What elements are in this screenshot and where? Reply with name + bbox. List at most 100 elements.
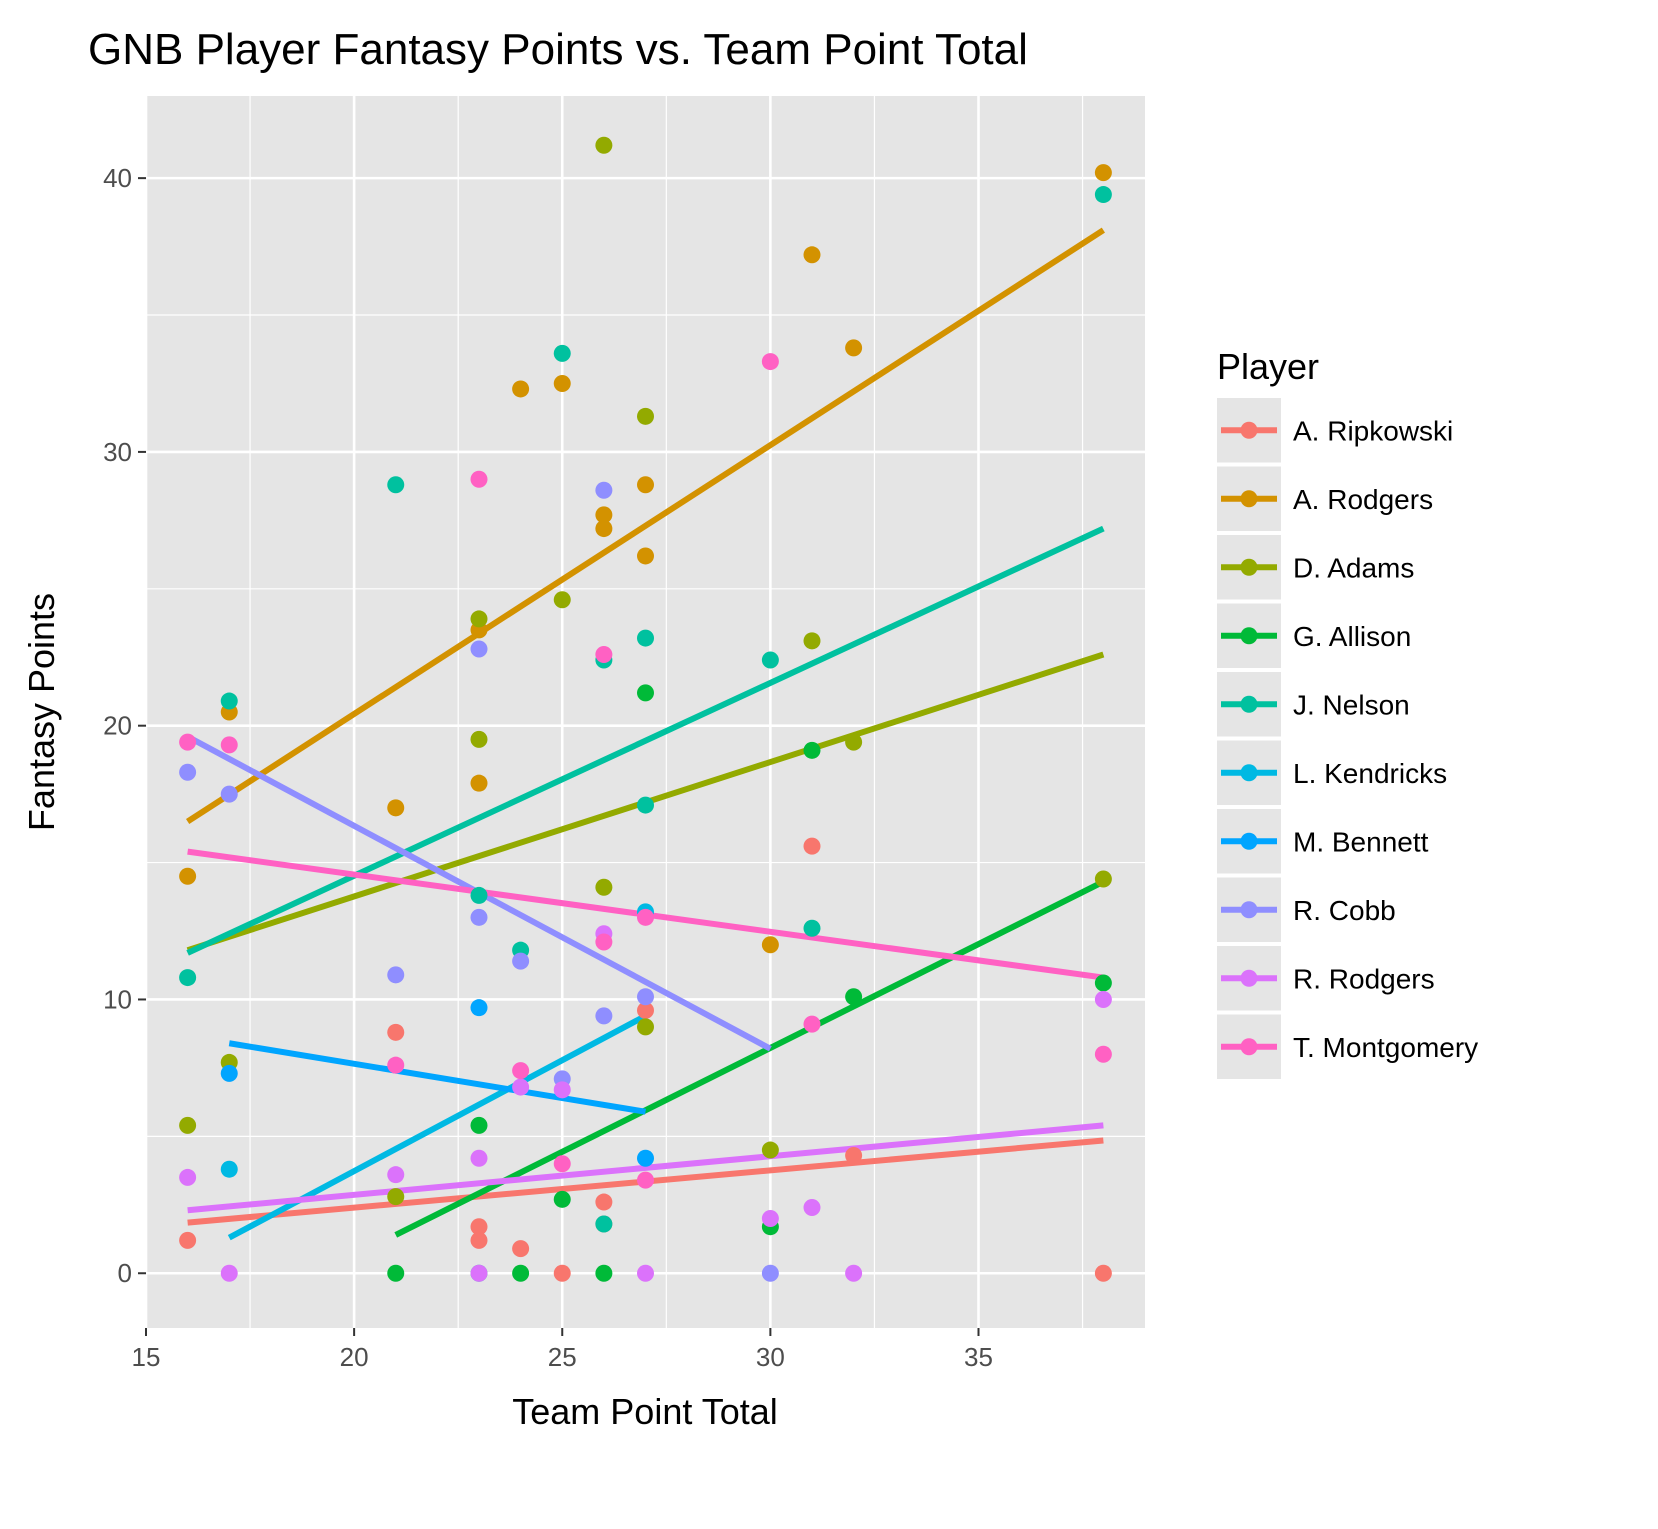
y-tick-label: 10 [103, 984, 132, 1014]
data-point [387, 1188, 405, 1206]
data-point [1094, 1045, 1112, 1063]
data-point [595, 481, 613, 499]
data-point [761, 353, 779, 371]
data-point [595, 506, 613, 524]
data-point [553, 1190, 571, 1208]
data-point [553, 1081, 571, 1099]
data-point [179, 1231, 197, 1249]
data-point [595, 646, 613, 664]
data-point [637, 547, 654, 565]
major-gridlines [144, 96, 1145, 1328]
data-point [845, 733, 863, 751]
trend-line [185, 227, 1106, 825]
data-point [470, 1116, 488, 1134]
data-point [470, 1231, 488, 1249]
data-point [470, 730, 488, 748]
data-point [179, 867, 197, 885]
data-point [470, 640, 488, 658]
data-point [387, 1264, 405, 1282]
y-tick-label: 30 [103, 437, 132, 467]
legend-key-point [1240, 695, 1258, 713]
data-point [1094, 186, 1112, 204]
data-point [470, 999, 488, 1017]
trend-line [228, 1040, 646, 1115]
y-tick-label: 40 [103, 163, 132, 193]
data-point [637, 476, 654, 494]
data-point [179, 1168, 197, 1186]
data-point [1094, 870, 1112, 888]
data-point [595, 1193, 613, 1211]
legend-label: R. Rodgers [1293, 963, 1435, 994]
legend-key-point [1240, 1038, 1258, 1056]
legend-key-point [1240, 764, 1258, 782]
data-point [803, 741, 821, 759]
x-tick-label: 20 [340, 1342, 369, 1372]
data-point [595, 520, 613, 538]
data-point [595, 136, 613, 154]
data-point [387, 1166, 405, 1184]
data-point [470, 470, 488, 488]
x-tick-label: 25 [548, 1342, 577, 1372]
data-point [179, 1116, 197, 1134]
legend-label: G. Allison [1293, 621, 1411, 652]
data-point [595, 1264, 613, 1282]
data-point [553, 591, 571, 609]
data-point [512, 1062, 530, 1080]
data-point [470, 886, 488, 904]
data-point [470, 908, 488, 926]
data-point [637, 1018, 654, 1036]
data-point [387, 1023, 405, 1041]
data-point [637, 1001, 654, 1019]
legend-label: L. Kendricks [1293, 758, 1447, 789]
y-tick-label: 20 [103, 711, 132, 741]
data-point [1094, 1264, 1112, 1282]
trend-line [186, 525, 1105, 956]
data-point [220, 1064, 238, 1082]
data-point [637, 1264, 654, 1282]
data-point [470, 1149, 488, 1167]
data-point [761, 651, 779, 669]
x-tick-label: 15 [132, 1342, 161, 1372]
plot-panel [146, 96, 1145, 1328]
trend-line [394, 879, 1105, 1238]
data-point [512, 1240, 530, 1258]
x-tick-label: 30 [756, 1342, 785, 1372]
data-point [595, 878, 613, 896]
legend: Player A. Ripkowski A. Rodgers D. Adams G. … [1217, 346, 1478, 1079]
legend-label: R. Cobb [1293, 895, 1396, 926]
data-point [512, 952, 530, 970]
data-point [637, 684, 654, 702]
data-point [512, 380, 530, 398]
legend-key-point [1240, 832, 1258, 850]
x-axis: 15 20 25 30 35 [132, 1328, 993, 1372]
legend-key-point [1240, 421, 1258, 439]
data-point [1094, 164, 1112, 182]
data-point [553, 374, 571, 392]
legend-key-point [1240, 490, 1258, 508]
y-axis: 0 10 20 30 40 [103, 163, 146, 1288]
data-point [803, 246, 821, 264]
legend-label: M. Bennett [1293, 826, 1429, 857]
legend-key-point [1240, 627, 1258, 645]
minor-gridlines [146, 96, 1145, 1328]
data-point [845, 1264, 863, 1282]
data-point [761, 1141, 779, 1159]
legend-label: A. Rodgers [1293, 484, 1433, 515]
data-points [179, 136, 1112, 1282]
data-point [761, 1264, 779, 1282]
data-point [179, 733, 197, 751]
data-point [553, 344, 571, 362]
legend-label: A. Ripkowski [1293, 415, 1453, 446]
data-point [553, 1264, 571, 1282]
data-point [1094, 974, 1112, 992]
data-point [637, 629, 654, 647]
trend-line [187, 1122, 1104, 1214]
data-point [220, 1264, 238, 1282]
data-point [470, 1264, 488, 1282]
legend-label: D. Adams [1293, 552, 1414, 583]
data-point [512, 1264, 530, 1282]
data-point [637, 1149, 654, 1167]
data-point [595, 1007, 613, 1025]
y-tick-label: 0 [118, 1258, 132, 1288]
data-point [553, 1155, 571, 1173]
